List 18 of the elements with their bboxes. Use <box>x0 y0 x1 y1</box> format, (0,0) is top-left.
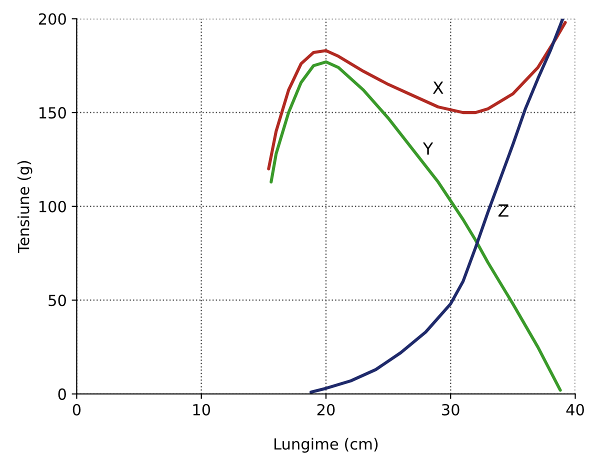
x-tick-label: 40 <box>566 404 584 416</box>
series-label: Y <box>422 142 434 155</box>
y-tick-label: 150 <box>39 107 66 119</box>
y-tick-label: 200 <box>38 13 66 25</box>
x-axis-title: Lungime (cm) <box>274 438 378 453</box>
x-tick-label: 10 <box>193 404 210 416</box>
y-tick-label: 50 <box>48 294 66 306</box>
line-series <box>267 20 567 170</box>
series-label: X <box>432 82 444 94</box>
y-axis-title: Tensiune (g) <box>17 161 32 254</box>
series-label: Z <box>498 204 508 217</box>
x-tick-label: 0 <box>72 404 81 416</box>
x-tick-label: 20 <box>317 404 335 416</box>
y-tick-label: 100 <box>39 200 66 212</box>
line-series <box>309 18 564 394</box>
y-tick-label: 0 <box>58 388 66 400</box>
x-tick-label: 30 <box>442 404 460 416</box>
line-series <box>270 60 562 392</box>
